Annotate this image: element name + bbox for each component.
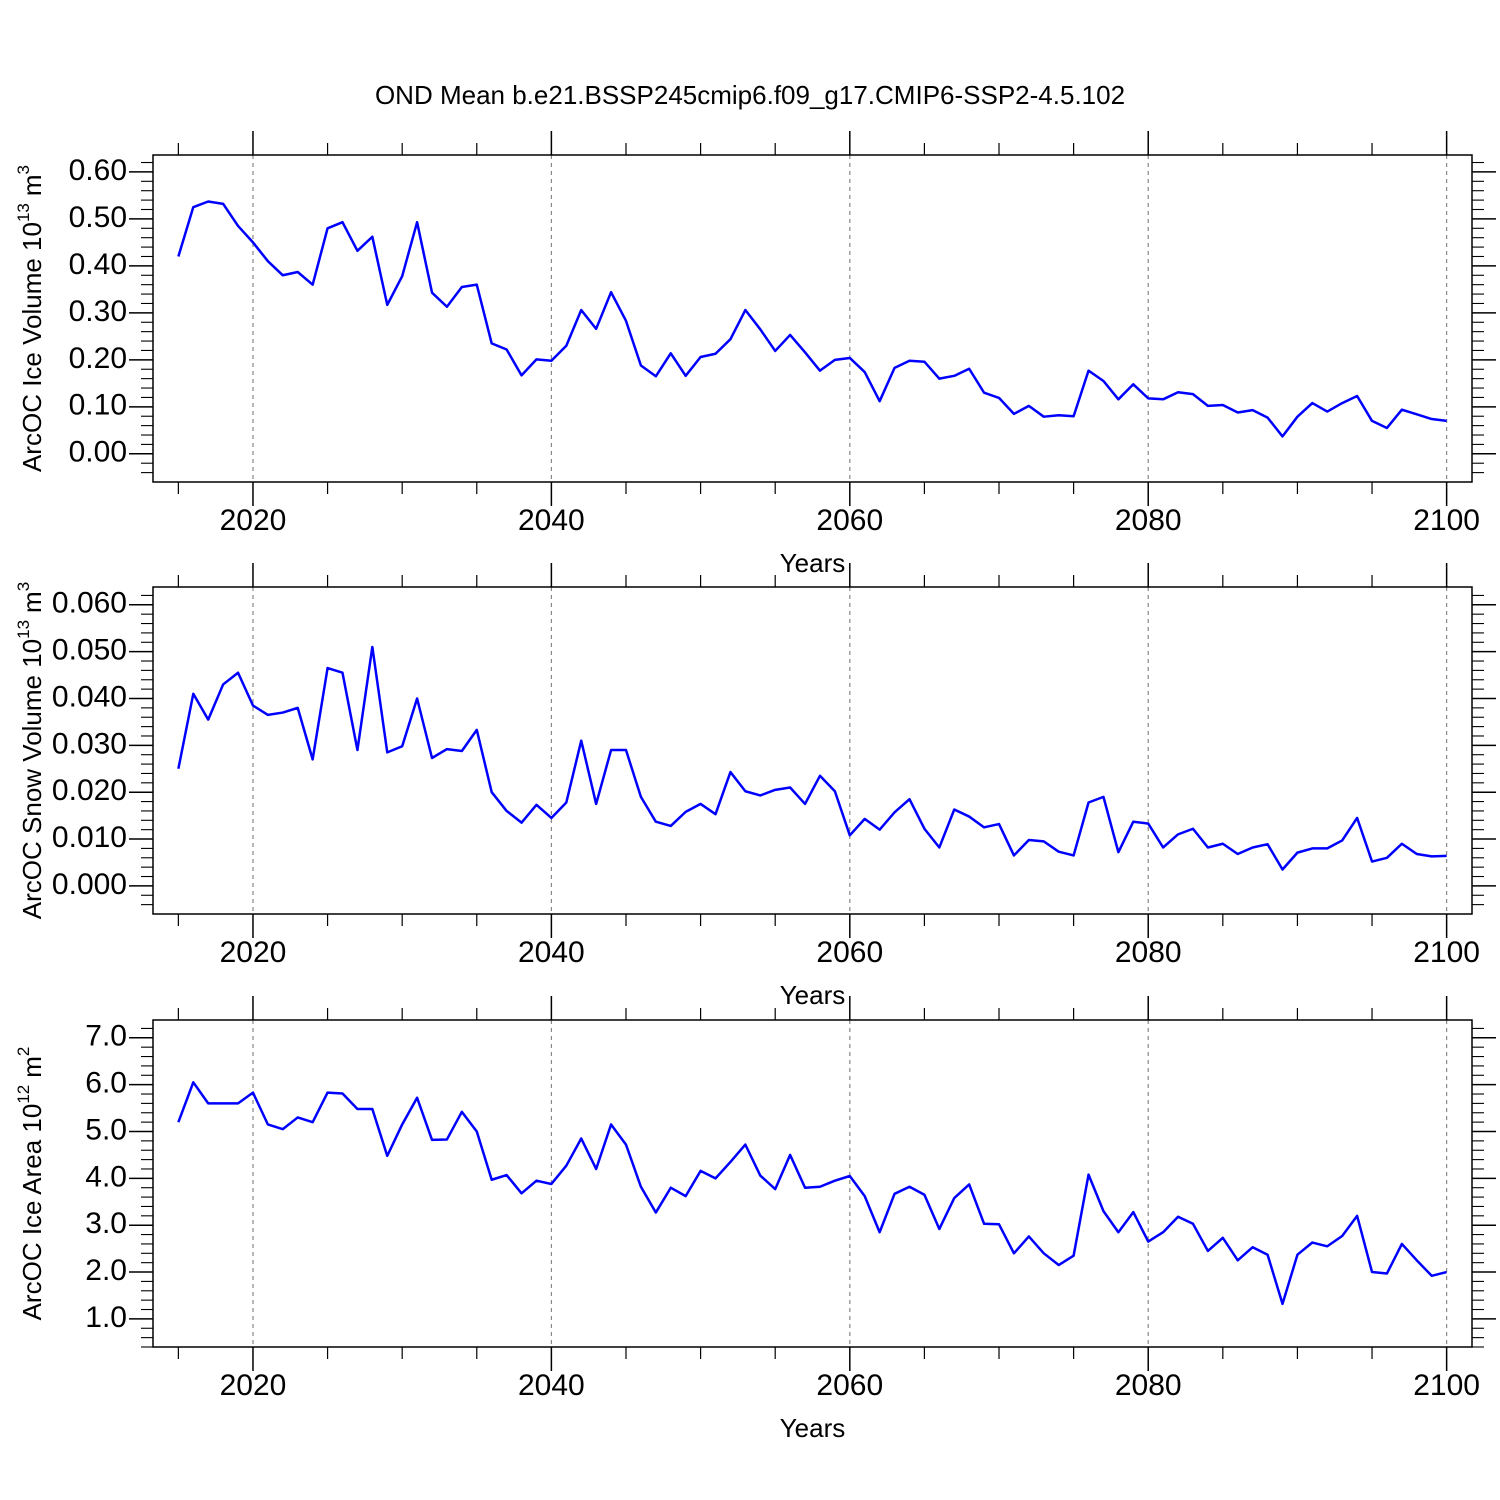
x-tick-label: 2020	[220, 1369, 287, 1402]
y-tick-label: 0.00	[69, 436, 127, 469]
y-axis-label: ArcOC Ice Area 1012 m2	[14, 1047, 47, 1321]
y-tick-label: 0.60	[69, 154, 127, 187]
data-line	[177, 200, 1447, 438]
y-tick-label: 4.0	[85, 1160, 127, 1193]
y-tick-label: 5.0	[85, 1113, 127, 1146]
x-tick-label: 2100	[1413, 504, 1480, 537]
y-label-unit-exponent: 3	[14, 582, 33, 591]
x-tick-label: 2100	[1413, 1369, 1480, 1402]
y-tick-label: 0.30	[69, 295, 127, 328]
x-tick-label: 2040	[518, 936, 585, 969]
data-line	[177, 645, 1447, 871]
y-label-text: ArcOC Ice Area 10	[17, 1104, 47, 1321]
y-tick-label: 0.000	[52, 868, 127, 901]
plot-frame	[152, 1019, 1473, 1348]
y-label-exponent: 13	[14, 203, 33, 222]
x-tick-label: 2080	[1115, 504, 1182, 537]
y-tick-label: 0.20	[69, 342, 127, 375]
y-tick-label: 0.060	[52, 587, 127, 620]
y-label-unit-exponent: 2	[14, 1047, 33, 1056]
y-tick-label: 0.050	[52, 634, 127, 667]
x-tick-label: 2060	[816, 1369, 883, 1402]
y-tick-label: 0.020	[52, 774, 127, 807]
y-label-unit: m	[17, 174, 47, 196]
x-tick-label: 2060	[816, 504, 883, 537]
plot-frame	[152, 154, 1473, 483]
x-axis-label: Years	[780, 548, 846, 578]
y-label-text: ArcOC Ice Volume 10	[17, 222, 47, 472]
x-tick-label: 2080	[1115, 1369, 1182, 1402]
y-tick-label: 0.50	[69, 201, 127, 234]
x-axis-label: Years	[780, 1413, 846, 1443]
data-line	[177, 1081, 1447, 1306]
y-tick-label: 0.40	[69, 248, 127, 281]
y-tick-label: 0.040	[52, 680, 127, 713]
y-label-exponent: 12	[14, 1085, 33, 1104]
y-label-unit: m	[17, 591, 47, 613]
y-label-unit-exponent: 3	[14, 165, 33, 174]
y-tick-label: 2.0	[85, 1254, 127, 1287]
y-tick-label: 0.10	[69, 389, 127, 422]
x-tick-label: 2060	[816, 936, 883, 969]
y-tick-label: 0.010	[52, 821, 127, 854]
y-tick-label: 1.0	[85, 1301, 127, 1334]
x-tick-label: 2040	[518, 1369, 585, 1402]
x-tick-label: 2080	[1115, 936, 1182, 969]
y-label-text: ArcOC Snow Volume 10	[17, 639, 47, 919]
x-axis-label: Years	[780, 980, 846, 1010]
x-tick-label: 2020	[220, 936, 287, 969]
plot-frame	[152, 586, 1473, 915]
x-tick-label: 2020	[220, 504, 287, 537]
y-tick-label: 3.0	[85, 1207, 127, 1240]
x-tick-label: 2100	[1413, 936, 1480, 969]
y-tick-label: 0.030	[52, 727, 127, 760]
y-axis-label: ArcOC Ice Volume 1013 m3	[14, 165, 47, 472]
figure-title: OND Mean b.e21.BSSP245cmip6.f09_g17.CMIP…	[375, 80, 1125, 110]
y-axis-label: ArcOC Snow Volume 1013 m3	[14, 582, 47, 919]
x-tick-label: 2040	[518, 504, 585, 537]
y-label-unit: m	[17, 1056, 47, 1078]
y-label-exponent: 13	[14, 620, 33, 639]
y-tick-label: 6.0	[85, 1067, 127, 1100]
y-tick-label: 7.0	[85, 1020, 127, 1053]
